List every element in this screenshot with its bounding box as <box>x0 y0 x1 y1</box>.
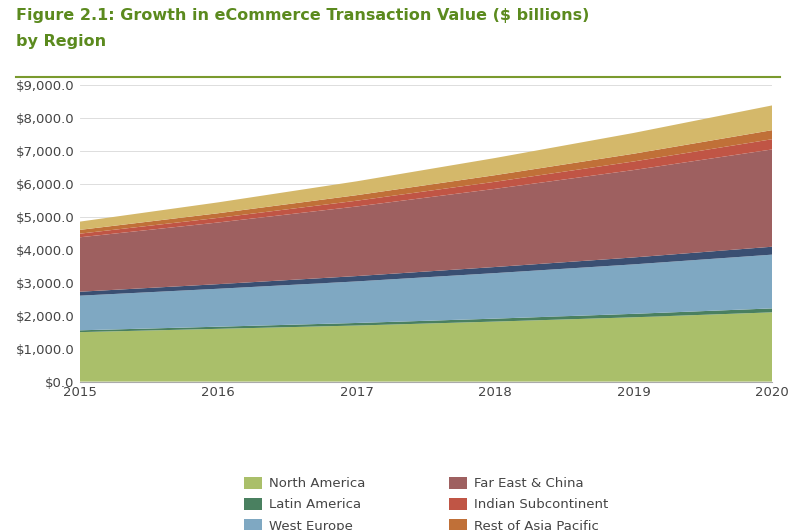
Legend: North America, Latin America, West Europe, Central & East Europe, Far East & Chi: North America, Latin America, West Europ… <box>238 471 614 530</box>
Text: Figure 2.1: Growth in eCommerce Transaction Value ($ billions): Figure 2.1: Growth in eCommerce Transact… <box>16 8 589 23</box>
Text: by Region: by Region <box>16 34 106 49</box>
